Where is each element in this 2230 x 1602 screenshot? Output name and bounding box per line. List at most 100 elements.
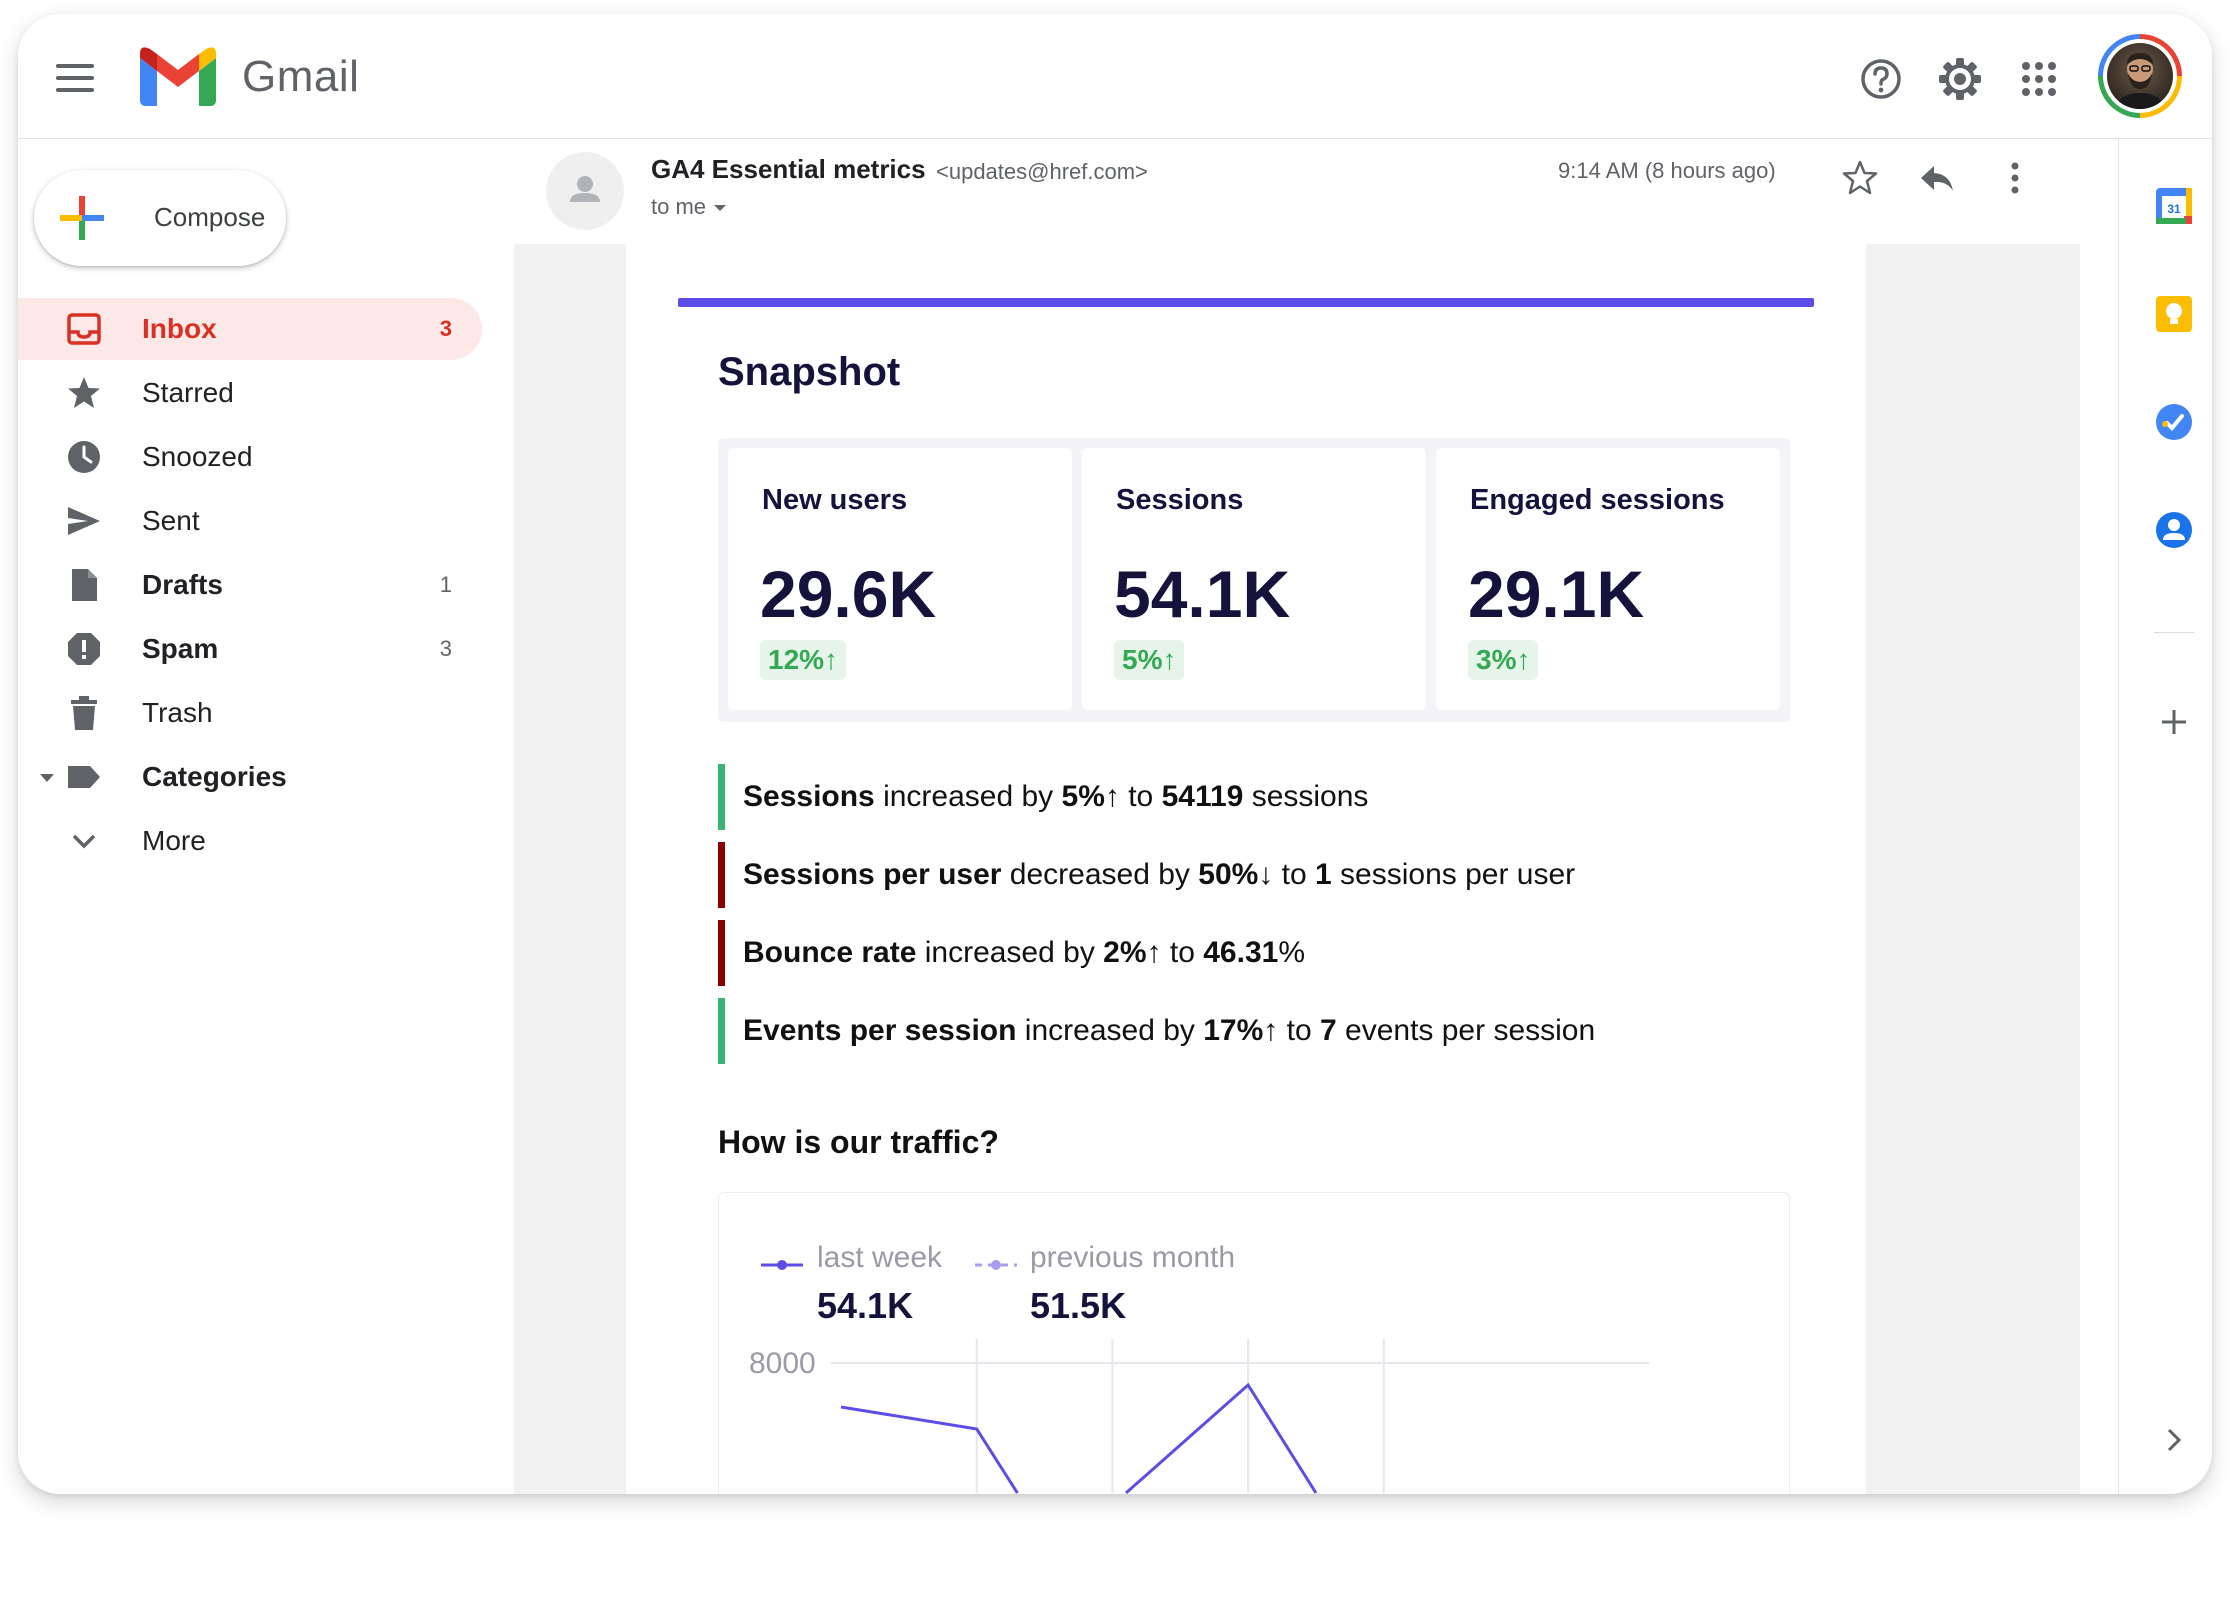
gmail-logo-icon[interactable]: [140, 46, 216, 106]
insight-change: 50%↓: [1198, 858, 1274, 891]
spam-icon: [68, 633, 100, 665]
insight-tail: sessions per user: [1331, 858, 1576, 891]
insight-mid: to: [1278, 1014, 1320, 1047]
expand-caret-icon[interactable]: [40, 774, 54, 782]
chevron-right-icon[interactable]: [2154, 1420, 2194, 1460]
kpi-delta-badge: 3%↑: [1468, 640, 1539, 680]
compose-plus-icon: [60, 196, 104, 240]
series-line: [1124, 1382, 1318, 1494]
snapshot-heading: Snapshot: [718, 350, 901, 394]
sidebar-item-inbox[interactable]: Inbox 3: [18, 298, 482, 360]
calendar-icon[interactable]: 31: [2154, 186, 2194, 226]
sidebar-item-label: Sent: [142, 505, 200, 536]
insight-metric: Bounce rate: [743, 936, 917, 969]
help-icon[interactable]: [1856, 54, 1906, 104]
legend-value: 54.1K: [817, 1285, 914, 1326]
gmail-window: Gmail: [18, 14, 2212, 1494]
inbox-icon: [67, 313, 101, 345]
person-icon: [570, 176, 600, 202]
insight-change: 17%↑: [1203, 1014, 1279, 1047]
add-addon-icon[interactable]: [2154, 702, 2194, 742]
keep-notes-icon[interactable]: [2154, 294, 2194, 334]
rail-separator: [2154, 632, 2194, 633]
line-chart-plot: 8000: [749, 1339, 1649, 1494]
legend-solid-line-icon: [761, 1260, 803, 1270]
insight-mid: to: [1119, 780, 1162, 813]
apps-grid-icon[interactable]: [2014, 54, 2064, 104]
sidebar-item-snoozed[interactable]: Snoozed: [18, 426, 482, 488]
insight-verb: increased by: [1016, 1014, 1204, 1047]
sidebar-item-label: Drafts: [142, 569, 223, 600]
insight-metric: Sessions: [743, 780, 875, 813]
legend-value: 51.5K: [1030, 1285, 1127, 1326]
sidebar-item-label: Inbox: [142, 313, 217, 344]
sidebar-item-more[interactable]: More: [18, 810, 482, 872]
draft-icon: [72, 569, 97, 601]
legend-label: last week: [817, 1241, 943, 1274]
sidebar-item-starred[interactable]: Starred: [18, 362, 482, 424]
sidebar-item-label: Spam: [142, 633, 219, 664]
insight-tail: %: [1278, 936, 1305, 969]
chevron-down-icon: [72, 834, 96, 849]
insight-mid: to: [1161, 936, 1204, 969]
settings-gear-icon[interactable]: [1935, 54, 1985, 104]
recipient-details-toggle[interactable]: to me: [651, 194, 727, 220]
unread-count: 3: [439, 636, 452, 661]
main-menu-icon[interactable]: [56, 64, 94, 92]
insight-target: 54119: [1161, 780, 1244, 813]
sidebar-item-trash[interactable]: Trash: [18, 682, 482, 744]
more-options-icon[interactable]: [1995, 158, 2035, 198]
compose-button[interactable]: Compose: [34, 170, 286, 266]
y-tick-label: 8000: [749, 1347, 816, 1380]
kpi-card: Engaged sessions 29.1K 3%↑: [1436, 448, 1780, 710]
kpi-label: Sessions: [1116, 484, 1244, 516]
kpi-card: Sessions 54.1K 5%↑: [1082, 448, 1426, 710]
insight-row-positive: Sessions increased by 5%↑ to 54119 sessi…: [718, 764, 1718, 830]
traffic-chart: last week 54.1K previous month 51.5K 800…: [718, 1192, 1790, 1494]
contacts-icon[interactable]: [2154, 510, 2194, 550]
top-bar: Gmail: [18, 14, 2212, 139]
kpi-value: 29.6K: [760, 557, 937, 631]
kpi-label: Engaged sessions: [1470, 484, 1725, 516]
accent-bar: [678, 298, 1814, 307]
sidebar-item-drafts[interactable]: Drafts 1: [18, 554, 482, 616]
insight-row-positive: Events per session increased by 17%↑ to …: [718, 998, 1718, 1064]
sender-name[interactable]: GA4 Essential metrics: [651, 154, 926, 184]
sidebar-item-categories[interactable]: Categories: [18, 746, 482, 808]
insight-tail: sessions: [1243, 780, 1369, 813]
kpi-label: New users: [762, 484, 908, 516]
legend-label: previous month: [1030, 1241, 1236, 1274]
message-timestamp: 9:14 AM (8 hours ago): [1558, 158, 1776, 183]
insight-row-negative: Bounce rate increased by 2%↑ to 46.31%: [718, 920, 1718, 986]
unread-count: 3: [439, 316, 452, 341]
kpi-delta-badge: 5%↑: [1114, 640, 1185, 680]
kpi-value: 54.1K: [1114, 557, 1291, 631]
sidebar-item-spam[interactable]: Spam 3: [18, 618, 482, 680]
star-message-icon[interactable]: [1840, 158, 1880, 198]
reply-icon[interactable]: [1917, 158, 1957, 198]
star-icon: [68, 377, 100, 408]
insight-change: 5%↑: [1061, 780, 1120, 813]
insight-row-negative: Sessions per user decreased by 50%↓ to 1…: [718, 842, 1718, 908]
unread-count: 1: [439, 572, 452, 597]
tasks-icon[interactable]: [2154, 402, 2194, 442]
account-avatar[interactable]: [2098, 34, 2182, 118]
series-line: [840, 1405, 1019, 1494]
legend-dashed-line-icon: [975, 1260, 1017, 1270]
side-panel-divider: [2118, 139, 2119, 1494]
caret-down-icon: [714, 205, 727, 212]
sidebar-item-sent[interactable]: Sent: [18, 490, 482, 552]
svg-text:31: 31: [2167, 202, 2181, 216]
app-name: Gmail: [242, 52, 360, 101]
sender-email: <updates@href.com>: [936, 159, 1148, 184]
sidebar-item-label: More: [142, 825, 206, 856]
insight-verb: increased by: [916, 936, 1104, 969]
sidebar-item-label: Trash: [142, 697, 213, 728]
kpi-delta-badge: 12%↑: [760, 640, 847, 680]
compose-label: Compose: [154, 202, 266, 232]
sidebar-item-label: Snoozed: [142, 441, 253, 472]
insight-target: 1: [1315, 858, 1332, 891]
insight-verb: decreased by: [1001, 858, 1199, 891]
trash-icon: [71, 696, 97, 730]
sidebar-item-label: Categories: [142, 761, 287, 792]
